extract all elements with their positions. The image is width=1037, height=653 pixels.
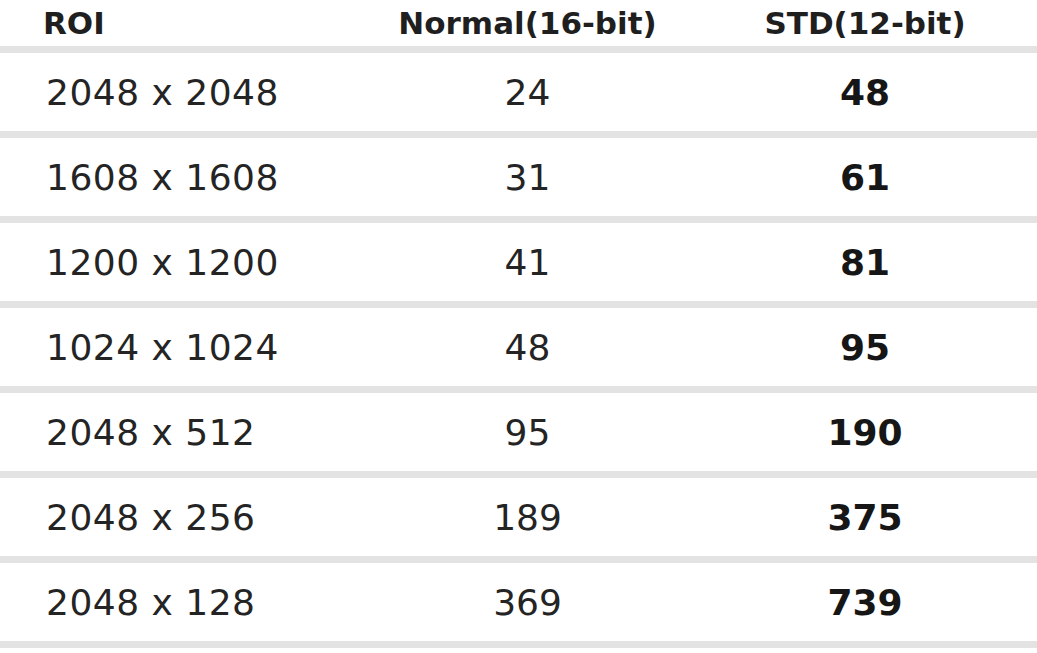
table-header-row: ROI Normal(16-bit) STD(12-bit) (0, 0, 1037, 50)
roi-cell: 1024 x 1024 (0, 305, 340, 390)
normal-value-cell: 41 (340, 220, 715, 305)
normal-value-cell: 48 (340, 305, 715, 390)
table-row: 2048 x 128 369 739 (0, 560, 1037, 645)
normal-value-cell: 31 (340, 135, 715, 220)
std-value-cell: 95 (715, 305, 1037, 390)
normal-value-cell: 369 (340, 560, 715, 645)
table-row: 2048 x 2048 24 48 (0, 50, 1037, 135)
roi-cell: 1608 x 1608 (0, 135, 340, 220)
column-header-std: STD(12-bit) (715, 0, 1037, 50)
std-value-cell: 375 (715, 475, 1037, 560)
table-row: 1608 x 1608 31 61 (0, 135, 1037, 220)
column-header-roi: ROI (0, 0, 340, 50)
table-row: 1200 x 1200 41 81 (0, 220, 1037, 305)
std-value-cell: 190 (715, 390, 1037, 475)
table-row: 1024 x 1024 48 95 (0, 305, 1037, 390)
roi-cell: 2048 x 2048 (0, 50, 340, 135)
normal-value-cell: 95 (340, 390, 715, 475)
normal-value-cell: 189 (340, 475, 715, 560)
roi-cell: 2048 x 128 (0, 560, 340, 645)
roi-cell: 1200 x 1200 (0, 220, 340, 305)
normal-value-cell: 24 (340, 50, 715, 135)
std-value-cell: 739 (715, 560, 1037, 645)
table-row: 2048 x 256 189 375 (0, 475, 1037, 560)
roi-framerate-table: ROI Normal(16-bit) STD(12-bit) 2048 x 20… (0, 0, 1037, 648)
std-value-cell: 61 (715, 135, 1037, 220)
roi-cell: 2048 x 256 (0, 475, 340, 560)
std-value-cell: 81 (715, 220, 1037, 305)
table-row: 2048 x 512 95 190 (0, 390, 1037, 475)
std-value-cell: 48 (715, 50, 1037, 135)
column-header-normal: Normal(16-bit) (340, 0, 715, 50)
roi-cell: 2048 x 512 (0, 390, 340, 475)
